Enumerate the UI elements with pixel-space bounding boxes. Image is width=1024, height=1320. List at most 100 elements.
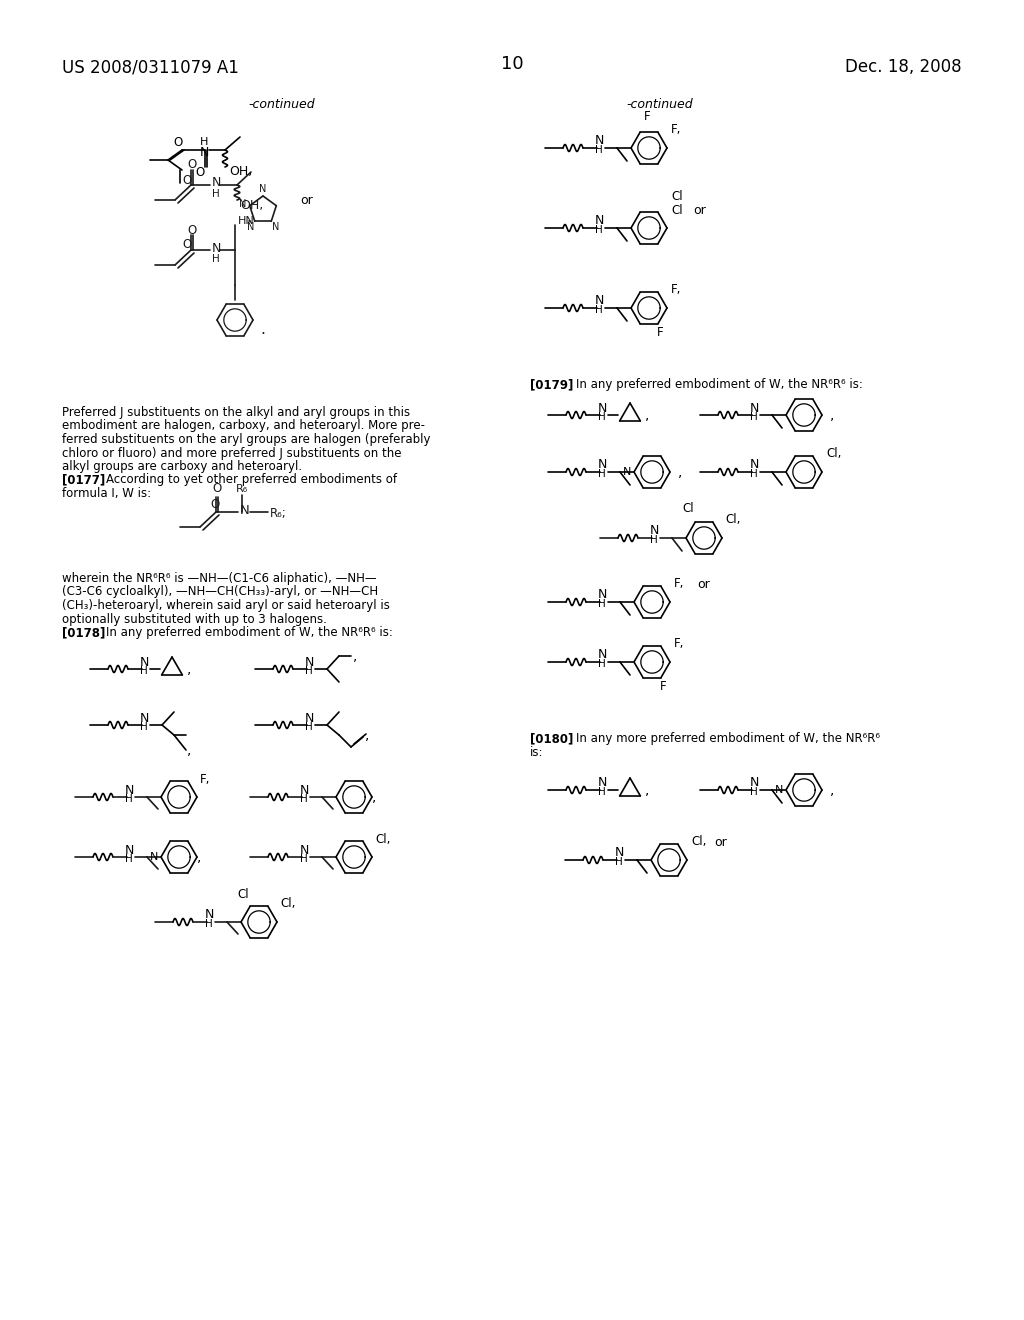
Text: N: N [139,656,148,668]
Text: alkyl groups are carboxy and heteroaryl.: alkyl groups are carboxy and heteroaryl. [62,459,302,473]
Text: ,: , [365,729,370,742]
Text: ,: , [353,649,357,663]
Text: ,: , [372,789,377,804]
Text: ferred substituents on the aryl groups are halogen (preferably: ferred substituents on the aryl groups a… [62,433,430,446]
Text: H: H [615,857,623,867]
Text: H: H [751,469,758,479]
Text: H: H [300,854,308,865]
Text: H: H [598,659,606,669]
Text: Preferred J substituents on the alkyl and aryl groups in this: Preferred J substituents on the alkyl an… [62,407,411,418]
Text: or: or [697,578,710,590]
Text: or: or [693,203,706,216]
Text: Cl: Cl [671,190,683,202]
Text: N: N [304,656,313,668]
Text: ,: , [187,743,191,756]
Text: F: F [644,110,650,123]
Text: N: N [271,222,279,232]
Text: ,: , [645,783,649,797]
Text: Cl,: Cl, [280,898,295,911]
Text: N: N [597,776,606,789]
Text: N: N [649,524,658,537]
Text: O: O [182,173,191,186]
Text: F,: F, [671,124,681,136]
Text: H: H [595,305,603,315]
Text: ,: , [830,783,835,797]
Text: H: H [212,253,220,264]
Text: O: O [210,499,219,511]
Text: H: H [751,412,758,422]
Text: N: N [212,177,221,190]
Text: H: H [125,854,133,865]
Text: Cl,: Cl, [826,447,842,461]
Text: N: N [212,242,221,255]
Text: H: H [595,145,603,154]
Text: OH,: OH, [229,165,252,177]
Text: formula I, W is:: formula I, W is: [62,487,152,500]
Text: H: H [598,599,606,609]
Text: N: N [614,846,624,859]
Text: N: N [124,784,134,796]
Text: H: H [595,224,603,235]
Text: N: N [124,843,134,857]
Text: or: or [300,194,312,206]
Text: [0179]: [0179] [530,378,573,391]
Text: [0178]: [0178] [62,626,105,639]
Text: H: H [598,412,606,422]
Text: H: H [212,189,220,199]
Text: O: O [187,158,197,172]
Text: H: H [305,722,313,733]
Text: ,: , [197,850,202,865]
Text: N: N [597,648,606,661]
Text: N: N [299,843,308,857]
Text: chloro or fluoro) and more preferred J substituents on the: chloro or fluoro) and more preferred J s… [62,446,401,459]
Text: embodiment are halogen, carboxy, and heteroaryl. More pre-: embodiment are halogen, carboxy, and het… [62,420,425,433]
Text: Cl: Cl [682,502,693,515]
Text: (CH₃)-heteroaryl, wherein said aryl or said heteroaryl is: (CH₃)-heteroaryl, wherein said aryl or s… [62,599,390,612]
Text: H: H [650,535,657,545]
Text: F,: F, [674,578,684,590]
Text: Cl: Cl [671,203,683,216]
Text: Cl,: Cl, [725,513,740,527]
Text: N: N [775,785,783,795]
Text: ,: , [187,663,191,676]
Text: H: H [140,722,147,733]
Text: In any preferred embodiment of W, the NR⁶R⁶ is:: In any preferred embodiment of W, the NR… [575,378,863,391]
Text: H: H [125,795,133,804]
Text: or: or [714,836,727,849]
Text: F,: F, [674,638,684,651]
Text: N: N [594,214,604,227]
Text: F: F [657,326,664,338]
Text: Cl,: Cl, [375,833,390,846]
Text: -continued: -continued [248,98,314,111]
Text: H: H [305,667,313,676]
Text: F,: F, [671,284,681,297]
Text: N: N [594,135,604,148]
Text: US 2008/0311079 A1: US 2008/0311079 A1 [62,58,239,77]
Text: -continued: -continued [626,98,692,111]
Text: N: N [150,851,158,862]
Text: R₆;: R₆; [270,507,287,520]
Text: N: N [594,294,604,308]
Text: N: N [200,147,209,160]
Text: ,: , [830,408,835,422]
Text: wherein the NR⁶R⁶ is —NH—(C1-C6 aliphatic), —NH—: wherein the NR⁶R⁶ is —NH—(C1-C6 aliphati… [62,572,377,585]
Text: ,: , [678,465,682,479]
Text: H: H [598,787,606,797]
Text: O: O [182,239,191,252]
Text: R₆: R₆ [236,484,248,494]
Text: N: N [240,198,247,209]
Text: N: N [750,776,759,789]
Text: F: F [660,680,667,693]
Text: In any preferred embodiment of W, the NR⁶R⁶ is:: In any preferred embodiment of W, the NR… [106,626,393,639]
Text: optionally substituted with up to 3 halogens.: optionally substituted with up to 3 halo… [62,612,327,626]
Text: ,: , [645,408,649,422]
Text: H: H [300,795,308,804]
Text: N: N [139,711,148,725]
Text: (C3-C6 cycloalkyl), —NH—CH(CH₃₃)-aryl, or —NH—CH: (C3-C6 cycloalkyl), —NH—CH(CH₃₃)-aryl, o… [62,586,378,598]
Text: N: N [247,222,254,232]
Text: N: N [597,458,606,471]
Text: N: N [299,784,308,796]
Text: In any more preferred embodiment of W, the NR⁶R⁶: In any more preferred embodiment of W, t… [575,733,880,744]
Text: 10: 10 [501,55,523,73]
Text: H: H [140,667,147,676]
